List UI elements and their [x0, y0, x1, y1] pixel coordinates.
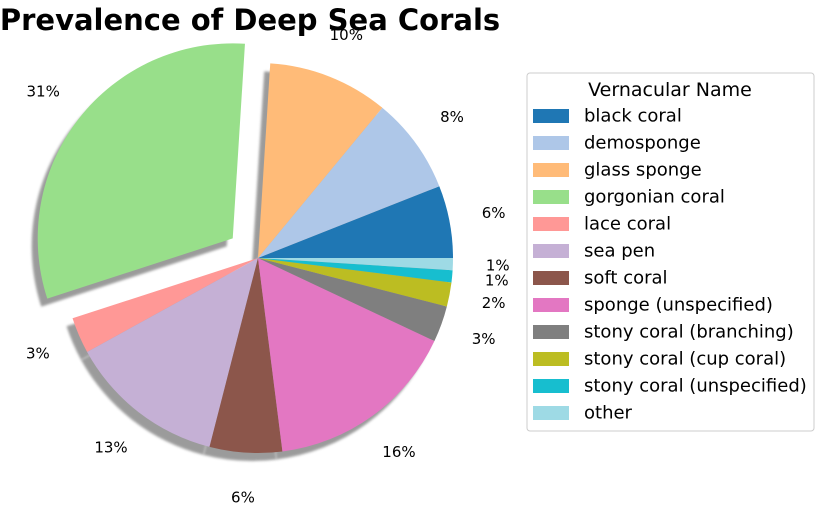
- legend-swatch-stony-coral-unspecified: [533, 379, 569, 393]
- legend-swatch-black-coral: [533, 109, 569, 123]
- legend-swatch-gorgonian-coral: [533, 190, 569, 204]
- pie-slice-stony-coral-unspecified: [258, 258, 453, 283]
- legend-item-gorgonian-coral: gorgonian coral: [533, 187, 725, 208]
- pct-label-soft-coral: 6%: [231, 488, 255, 506]
- pct-label-black-coral: 6%: [482, 204, 506, 222]
- legend-label-stony-coral-unspecified: stony coral (unspecified): [584, 376, 807, 397]
- pie-slice-lace-coral: [72, 258, 258, 352]
- legend-title: Vernacular Name: [588, 79, 752, 101]
- legend-swatch-other: [533, 406, 569, 420]
- pct-label-stony-coral-cup-coral: 2%: [482, 294, 506, 312]
- legend-item-demosponge: demosponge: [533, 133, 701, 154]
- legend-swatch-stony-coral-branching: [533, 325, 569, 339]
- percent-labels: 6% 8% 10% 31% 3% 13% 6% 16% 3% 2% 1%1%: [26, 26, 510, 506]
- chart-title: Prevalence of Deep Sea Corals: [0, 3, 500, 37]
- pie-slices: [37, 43, 453, 453]
- legend-label-glass-sponge: glass sponge: [584, 160, 702, 181]
- legend-label-sponge-unspecified: sponge (unspecified): [584, 295, 773, 316]
- pct-label-sponge-unspecified: 16%: [382, 443, 415, 461]
- legend-label-stony-coral-branching: stony coral (branching): [584, 322, 794, 343]
- pie-slice-stony-coral-branching: [258, 258, 447, 342]
- pie-slice-sea-pen: [87, 258, 258, 447]
- pct-label-other: 1%: [486, 257, 510, 275]
- legend: Vernacular Name black coral demosponge gla…: [526, 72, 815, 432]
- legend-item-sponge-unspecified: sponge (unspecified): [533, 295, 773, 316]
- legend-item-stony-coral-branching: stony coral (branching): [533, 322, 794, 343]
- legend-frame: [526, 72, 815, 432]
- legend-items: black coral demosponge glass sponge gorgoni…: [533, 106, 807, 424]
- legend-label-stony-coral-cup-coral: stony coral (cup coral): [584, 349, 786, 370]
- legend-item-lace-coral: lace coral: [533, 214, 671, 235]
- legend-label-lace-coral: lace coral: [584, 214, 671, 235]
- pie-slice-glass-sponge: [258, 63, 383, 258]
- pct-label-glass-sponge: 10%: [330, 26, 363, 44]
- legend-item-other: other: [533, 403, 633, 424]
- pie-slice-soft-coral: [209, 258, 283, 453]
- legend-label-demosponge: demosponge: [584, 133, 701, 154]
- pct-label-sea-pen: 13%: [94, 439, 127, 457]
- legend-item-soft-coral: soft coral: [533, 268, 668, 289]
- legend-label-black-coral: black coral: [584, 106, 682, 127]
- legend-label-soft-coral: soft coral: [584, 268, 668, 289]
- pct-label-stony-coral-branching: 3%: [472, 330, 496, 348]
- legend-item-glass-sponge: glass sponge: [533, 160, 702, 181]
- legend-label-other: other: [584, 403, 633, 424]
- pie-slice-other: [258, 258, 453, 271]
- pie-slice-gorgonian-coral: [37, 43, 245, 299]
- legend-item-stony-coral-unspecified: stony coral (unspecified): [533, 376, 807, 397]
- legend-label-gorgonian-coral: gorgonian coral: [584, 187, 725, 208]
- legend-swatch-demosponge: [533, 136, 569, 150]
- legend-swatch-stony-coral-cup-coral: [533, 352, 569, 366]
- legend-item-stony-coral-cup-coral: stony coral (cup coral): [533, 349, 786, 370]
- pie-slice-sponge-unspecified: [258, 258, 435, 452]
- pct-label-demosponge: 8%: [440, 108, 464, 126]
- legend-swatch-soft-coral: [533, 271, 569, 285]
- legend-swatch-glass-sponge: [533, 163, 569, 177]
- legend-label-sea-pen: sea pen: [584, 241, 655, 262]
- pie-slice-demosponge: [258, 107, 440, 259]
- pie-slice-stony-coral-cup-coral: [258, 258, 452, 307]
- pct-label-stony-coral-unspecified: 1%: [485, 272, 509, 290]
- pct-label-gorgonian-coral: 31%: [27, 82, 60, 100]
- pct-label-lace-coral: 3%: [26, 344, 50, 362]
- pie-slice-black-coral: [258, 186, 453, 258]
- legend-item-black-coral: black coral: [533, 106, 682, 127]
- legend-item-sea-pen: sea pen: [533, 241, 655, 262]
- legend-swatch-sea-pen: [533, 244, 569, 258]
- legend-swatch-sponge-unspecified: [533, 298, 569, 312]
- legend-swatch-lace-coral: [533, 217, 569, 231]
